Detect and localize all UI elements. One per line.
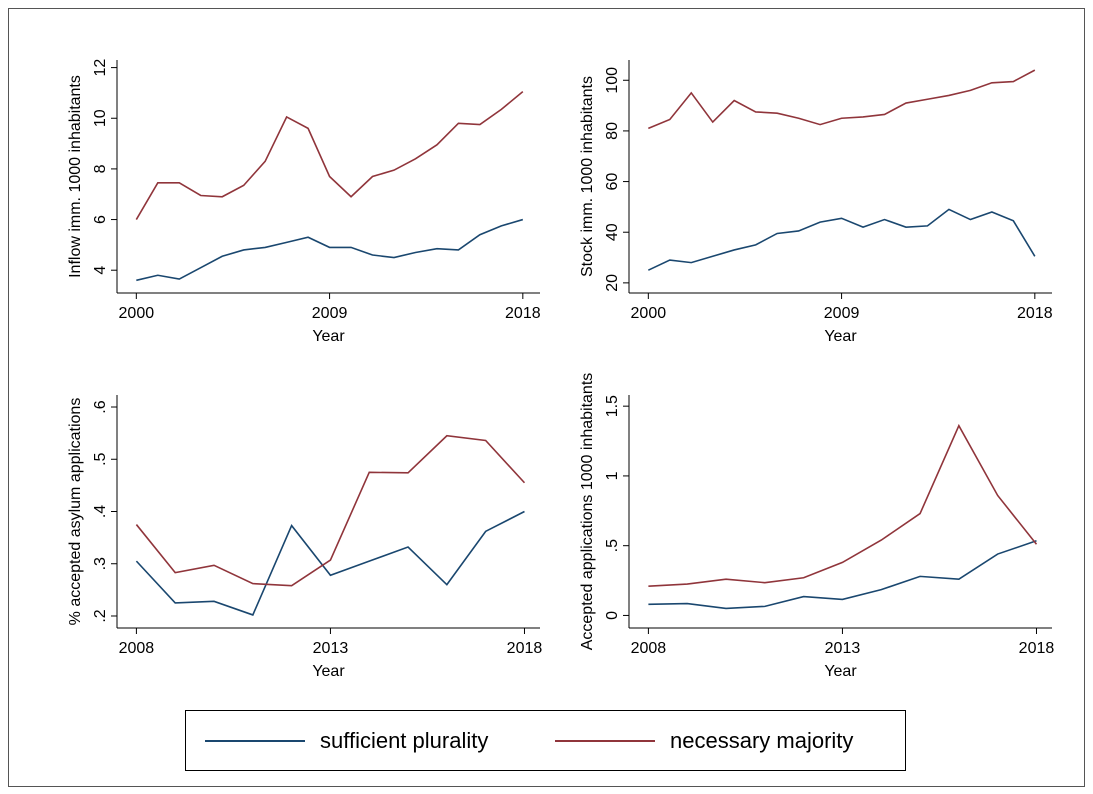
y-tick-label: 20 [604, 274, 621, 292]
x-tick-label: 2008 [119, 640, 155, 657]
y-axis-label: Accepted applications 1000 inhabitants [579, 373, 596, 651]
figure-frame [8, 8, 1085, 787]
y-axis-label: Stock imm. 1000 inhabitants [579, 76, 596, 277]
y-tick-label: 4 [92, 266, 109, 275]
x-tick-label: 2018 [1019, 640, 1055, 657]
y-tick-label: 100 [604, 67, 621, 94]
y-tick-label: 0 [604, 611, 621, 620]
x-tick-label: 2009 [312, 305, 348, 322]
y-tick-label: 40 [604, 223, 621, 241]
x-axis-label: Year [824, 663, 857, 680]
x-axis-label: Year [312, 328, 345, 345]
legend-label: sufficient plurality [320, 728, 488, 753]
x-axis-label: Year [312, 663, 345, 680]
x-tick-label: 2018 [1017, 305, 1053, 322]
x-tick-label: 2009 [824, 305, 860, 322]
y-tick-label: .6 [92, 400, 109, 413]
y-tick-label: 12 [92, 59, 109, 77]
y-axis-label: % accepted asylum applications [67, 398, 84, 626]
x-tick-label: 2013 [825, 640, 861, 657]
y-tick-label: 60 [604, 173, 621, 191]
y-tick-label: 80 [604, 122, 621, 140]
data-line [135, 91, 524, 220]
data-line [136, 218, 524, 282]
data-line [648, 540, 1037, 610]
y-tick-label: .5 [92, 452, 109, 465]
y-tick-label: 8 [92, 164, 109, 173]
data-line [648, 423, 1038, 587]
y-tick-label: .3 [92, 557, 109, 570]
x-tick-label: 2013 [313, 640, 349, 657]
x-tick-label: 2000 [119, 305, 155, 322]
y-tick-label: 10 [92, 109, 109, 127]
legend-label: necessary majority [670, 728, 853, 753]
data-line [648, 69, 1036, 130]
x-tick-label: 2000 [631, 305, 667, 322]
legend-box [185, 710, 906, 771]
x-tick-label: 2008 [631, 640, 667, 657]
data-line [135, 434, 526, 587]
y-tick-label: 1 [604, 471, 621, 480]
y-tick-label: .2 [92, 609, 109, 622]
data-line [647, 208, 1036, 271]
y-tick-label: 6 [92, 215, 109, 224]
x-tick-label: 2018 [507, 640, 543, 657]
y-tick-label: 1.5 [604, 395, 621, 417]
data-line [135, 510, 525, 616]
x-tick-label: 2018 [505, 305, 541, 322]
x-axis-label: Year [824, 328, 857, 345]
y-tick-label: .4 [92, 505, 109, 518]
y-tick-label: .5 [604, 539, 621, 552]
y-axis-label: Inflow imm. 1000 inhabitants [67, 75, 84, 278]
